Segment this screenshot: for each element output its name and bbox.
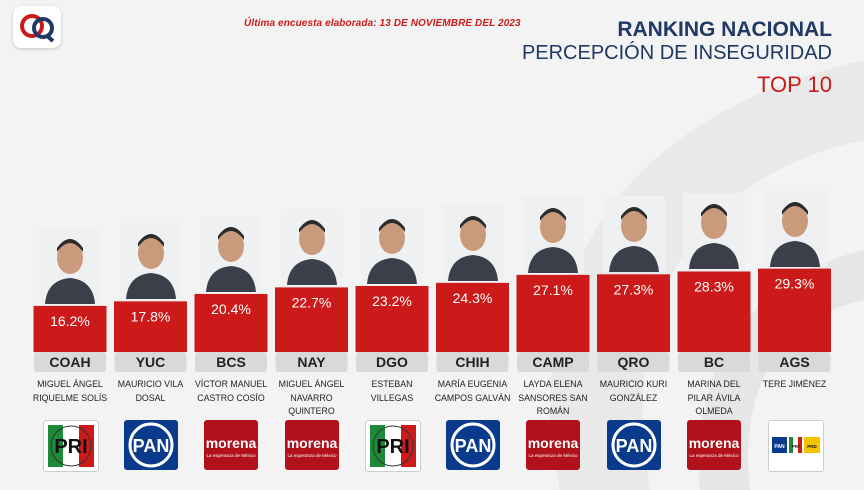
morena-logo: morena La esperanza de México: [284, 420, 339, 470]
state-box: [356, 352, 428, 372]
bar-bc: [677, 271, 751, 352]
svg-text:morena: morena: [528, 435, 579, 451]
candidate-name: Layda Elena Sansores San Román: [518, 379, 588, 416]
svg-text:PRI: PRI: [54, 436, 87, 458]
state-box: [436, 352, 509, 372]
state-label: BC: [704, 354, 724, 370]
candidate-photo: [280, 209, 343, 286]
bar-ags: [758, 268, 831, 352]
svg-text:PRI: PRI: [376, 436, 409, 458]
state-label: DGO: [376, 354, 408, 370]
state-label: COAH: [49, 354, 90, 370]
state-box: [195, 352, 267, 372]
pan-logo: PAN: [606, 420, 661, 470]
svg-text:La esperanza de México: La esperanza de México: [528, 453, 578, 458]
candidate-photo: [200, 215, 262, 292]
candidate-photo: [602, 196, 665, 273]
title-subject: PERCEPCIÓN DE INSEGURIDAD: [521, 42, 832, 64]
value-label: 29.3%: [775, 276, 815, 292]
svg-text:PAN: PAN: [615, 436, 652, 456]
state-label: CAMP: [532, 354, 573, 370]
pri-logo: PRI: [43, 420, 99, 472]
svg-text:PRD: PRD: [807, 444, 817, 449]
morena-logo: morena La esperanza de México: [526, 420, 580, 470]
morena-logo: morena La esperanza de México: [687, 420, 741, 470]
value-label: 16.2%: [50, 313, 90, 329]
candidate-photo: [39, 227, 101, 304]
bar-dgo: [355, 285, 429, 352]
value-label: 17.8%: [131, 308, 171, 324]
bar-yuc: [114, 301, 187, 352]
bar-nay: [275, 287, 348, 352]
value-label: 22.7%: [292, 294, 332, 310]
state-label: YUC: [136, 354, 166, 370]
candidate-name: Víctor Manuel Castro Cosío: [194, 379, 268, 403]
candidate-photo: [441, 204, 504, 281]
candidate-photo: [522, 196, 584, 273]
pan-logo: PAN: [123, 420, 178, 470]
svg-text:PAN: PAN: [454, 436, 491, 456]
state-box: [758, 352, 831, 372]
svg-text:morena: morena: [286, 435, 337, 451]
candidate-name: María Eugenia Campos Galván: [434, 379, 511, 403]
svg-text:La esperanza de México: La esperanza de México: [287, 453, 337, 458]
candidate-photo: [361, 207, 423, 284]
state-box: [114, 352, 187, 372]
survey-date-note: Última encuesta elaborada: 13 DE NOVIEMB…: [244, 18, 521, 29]
candidate-name: Miguel Ángel Riquelme Solís: [32, 379, 108, 403]
brand-logo: [13, 6, 61, 48]
state-label: NAY: [297, 354, 326, 370]
state-box: [678, 352, 750, 372]
state-label: CHIH: [455, 354, 489, 370]
svg-text:La esperanza de México: La esperanza de México: [689, 453, 739, 458]
candidate-name: Mauricio Vila Dosal: [117, 379, 184, 403]
svg-text:PRI: PRI: [791, 444, 799, 449]
candidate-name: Esteban Villegas: [370, 379, 414, 403]
candidate-photo: [119, 223, 182, 300]
state-label: BCS: [216, 354, 246, 370]
coalition-logo: PAN PRI PRD: [767, 420, 824, 472]
pan-logo: PAN: [445, 420, 500, 470]
state-box: [597, 352, 670, 372]
state-label: AGS: [779, 354, 809, 370]
state-box: [34, 352, 106, 372]
state-box: [275, 352, 348, 372]
svg-text:PAN: PAN: [132, 436, 169, 456]
candidate-name: Marina del Pilar Ávila Olmeda: [687, 379, 741, 416]
svg-text:morena: morena: [689, 435, 740, 451]
state-box: [517, 352, 589, 372]
pri-logo: PRI: [365, 420, 421, 472]
candidate-name: Miguel Ángel Navarro Quintero: [278, 379, 345, 416]
bar-qro: [597, 274, 670, 352]
candidate-photo: [763, 190, 826, 267]
bar-chih: [436, 282, 509, 352]
value-label: 27.1%: [533, 282, 573, 298]
bar-camp: [516, 274, 590, 352]
value-label: 28.3%: [694, 278, 734, 294]
value-label: 24.3%: [453, 290, 493, 306]
bar-bcs: [194, 293, 268, 352]
candidate-name: Mauricio Kuri González: [599, 379, 668, 403]
value-label: 27.3%: [614, 281, 654, 297]
morena-logo: morena La esperanza de México: [204, 420, 258, 470]
candidate-photo: [683, 193, 745, 270]
svg-text:morena: morena: [206, 435, 257, 451]
bar-coah: [33, 305, 107, 352]
svg-text:PAN: PAN: [774, 444, 785, 450]
candidate-name: Tere Jiménez: [762, 379, 827, 389]
title-ranking: RANKING NACIONAL: [617, 18, 832, 41]
title-top10: TOP 10: [756, 72, 832, 97]
state-label: QRO: [618, 354, 650, 370]
value-label: 20.4%: [211, 301, 251, 317]
svg-text:La esperanza de México: La esperanza de México: [206, 453, 256, 458]
value-label: 23.2%: [372, 293, 412, 309]
